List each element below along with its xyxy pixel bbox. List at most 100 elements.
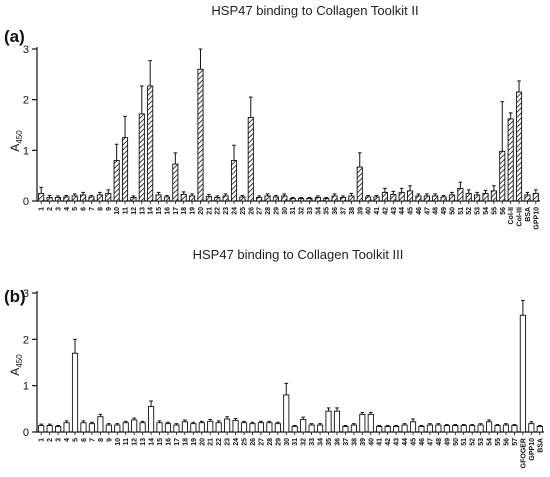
chart-b-bar-55	[494, 425, 501, 433]
chart-a-x-tick-label: 44	[399, 207, 406, 215]
chart-a-x-tick-label: 25	[240, 207, 247, 215]
chart-a-bar-31	[289, 198, 296, 202]
chart-b-bar-44	[401, 424, 408, 433]
chart-b-x-tick-label: 25	[242, 438, 249, 446]
chart-a-x-tick-label: 5	[72, 207, 79, 211]
chart-b-panel-label: (b)	[4, 287, 26, 306]
chart-b-x-tick-label: GPP10	[529, 438, 536, 461]
chart-a-x-tick-label: 7	[89, 207, 96, 211]
chart-b-bar-13	[139, 422, 146, 433]
chart-a-x-tick-label: Col-III	[517, 207, 524, 226]
chart-a-x-tick-label: 8	[97, 207, 104, 211]
chart-b-y-axis-label-main: A	[8, 368, 22, 376]
chart-a-y-axis-label-main: A	[8, 144, 22, 152]
chart-b-bar-57	[511, 425, 518, 433]
chart-b-x-tick-label: 22	[216, 438, 223, 446]
chart-b-x-tick-label: 2	[47, 438, 54, 442]
chart-b-bar-45	[409, 421, 417, 433]
chart-a-bar-27	[256, 197, 263, 202]
chart-a-bar-5	[71, 195, 78, 202]
chart-b-bar-17	[173, 424, 180, 433]
chart-b-y-tick-label: 0	[23, 427, 29, 439]
chart-a-x-tick-label: Col-II	[508, 207, 515, 225]
chart-a-x-tick-label: 6	[81, 207, 88, 211]
chart-a-x-tick-label: BSA	[525, 207, 532, 222]
chart-a-y-tick-label: 1	[23, 145, 29, 157]
chart-b-bar-41	[376, 425, 383, 433]
chart-a-x-tick-label: 4	[64, 207, 71, 211]
chart-b-bar-29	[274, 423, 281, 433]
chart-a-title: HSP47 binding to Collagen Toolkit II	[211, 3, 418, 18]
chart-a-bar-11	[121, 137, 129, 202]
chart-a-x-tick-label: 39	[357, 207, 364, 215]
chart-b-x-tick-label: 40	[368, 438, 375, 446]
chart-a-bar-25	[239, 196, 246, 202]
chart-a-bar-32	[298, 198, 305, 202]
chart-a-bar-38	[348, 195, 355, 202]
chart-b-x-tick-label: 12	[132, 438, 139, 446]
chart-b-x-tick-label: 55	[495, 438, 502, 446]
chart-b-x-tick-label: 43	[394, 438, 401, 446]
chart-a-bar-10	[113, 160, 120, 202]
chart-b-x-tick-label: 1	[39, 438, 46, 442]
chart-b-bar-56	[502, 424, 510, 433]
chart-b-x-tick-label: 48	[436, 438, 443, 446]
chart-a-x-tick-label: 13	[139, 207, 146, 215]
chart-a-x-tick-label: 46	[416, 207, 423, 215]
chart-b-bar-15	[156, 422, 163, 433]
chart-b-x-tick-label: GFOGER	[520, 438, 527, 468]
chart-b-x-tick-label: 34	[318, 438, 325, 446]
chart-b-bar-2	[46, 425, 53, 433]
chart-b-bar-28	[266, 422, 273, 433]
chart-b-x-tick-label: 50	[453, 438, 460, 446]
chart-a-x-tick-label: 51	[458, 207, 465, 215]
chart-a-bar-50	[448, 194, 456, 202]
chart-b-x-tick-label: 8	[98, 438, 105, 442]
chart-b-bar-51	[460, 425, 467, 433]
chart-b-x-tick-label: 33	[309, 438, 316, 446]
chart-a-bar-29	[272, 196, 279, 202]
chart-b-bar-gpp10	[528, 423, 535, 433]
chart-a-bar-20	[197, 68, 204, 202]
chart-b-bar-36	[333, 410, 341, 433]
chart-a-x-tick-label: 29	[273, 207, 280, 215]
chart-a-x-tick-label: 23	[223, 207, 230, 215]
chart-a-y-tick-label: 3	[23, 44, 29, 56]
chart-a-bar-30	[281, 195, 288, 202]
chart-b-x-tick-label: 36	[334, 438, 341, 446]
chart-b-bar-14	[148, 406, 155, 433]
chart-a-bar-48	[432, 195, 439, 202]
chart-b-bar-10	[114, 424, 121, 433]
chart-b-x-tick-label: 26	[250, 438, 257, 446]
chart-a-bar-gpp10	[532, 192, 539, 202]
chart-b-bar-gfoger	[519, 314, 526, 433]
chart-a-x-tick-label: 9	[106, 207, 113, 211]
chart-b-x-tick-label: 45	[411, 438, 418, 446]
chart-a-x-tick-label: 26	[248, 207, 255, 215]
chart-b-bar-54	[486, 421, 493, 433]
chart-b-bar-19	[190, 423, 197, 433]
chart-a-x-tick-label: 38	[349, 207, 356, 215]
chart-a-bar-13	[138, 113, 145, 202]
chart-b-bar-16	[164, 423, 172, 433]
chart-b-bar-23	[224, 418, 231, 433]
chart-b-bar-47	[426, 424, 433, 433]
chart-a-x-tick-label: 16	[164, 207, 171, 215]
chart-b-x-tick-label: 21	[208, 438, 215, 446]
chart-b-bar-37	[342, 425, 349, 433]
chart-a-y-tick-label: 2	[23, 95, 29, 107]
chart-a-bar-52	[465, 192, 472, 202]
chart-a-bar-3	[54, 197, 62, 202]
chart-b-x-tick-label: 24	[233, 438, 240, 446]
chart-a-bar-7	[88, 196, 95, 202]
chart-b-x-tick-label: 9	[106, 438, 113, 442]
chart-b-bar-5	[71, 352, 79, 433]
chart-b-x-tick-label: 3	[56, 438, 63, 442]
chart-a-x-tick-label: 1	[39, 207, 46, 211]
chart-a-x-tick-label: 37	[340, 207, 347, 215]
chart-a-x-tick-label: 32	[299, 207, 306, 215]
chart-a-x-tick-label: 52	[466, 207, 473, 215]
chart-a-x-tick-label: 11	[123, 207, 130, 215]
